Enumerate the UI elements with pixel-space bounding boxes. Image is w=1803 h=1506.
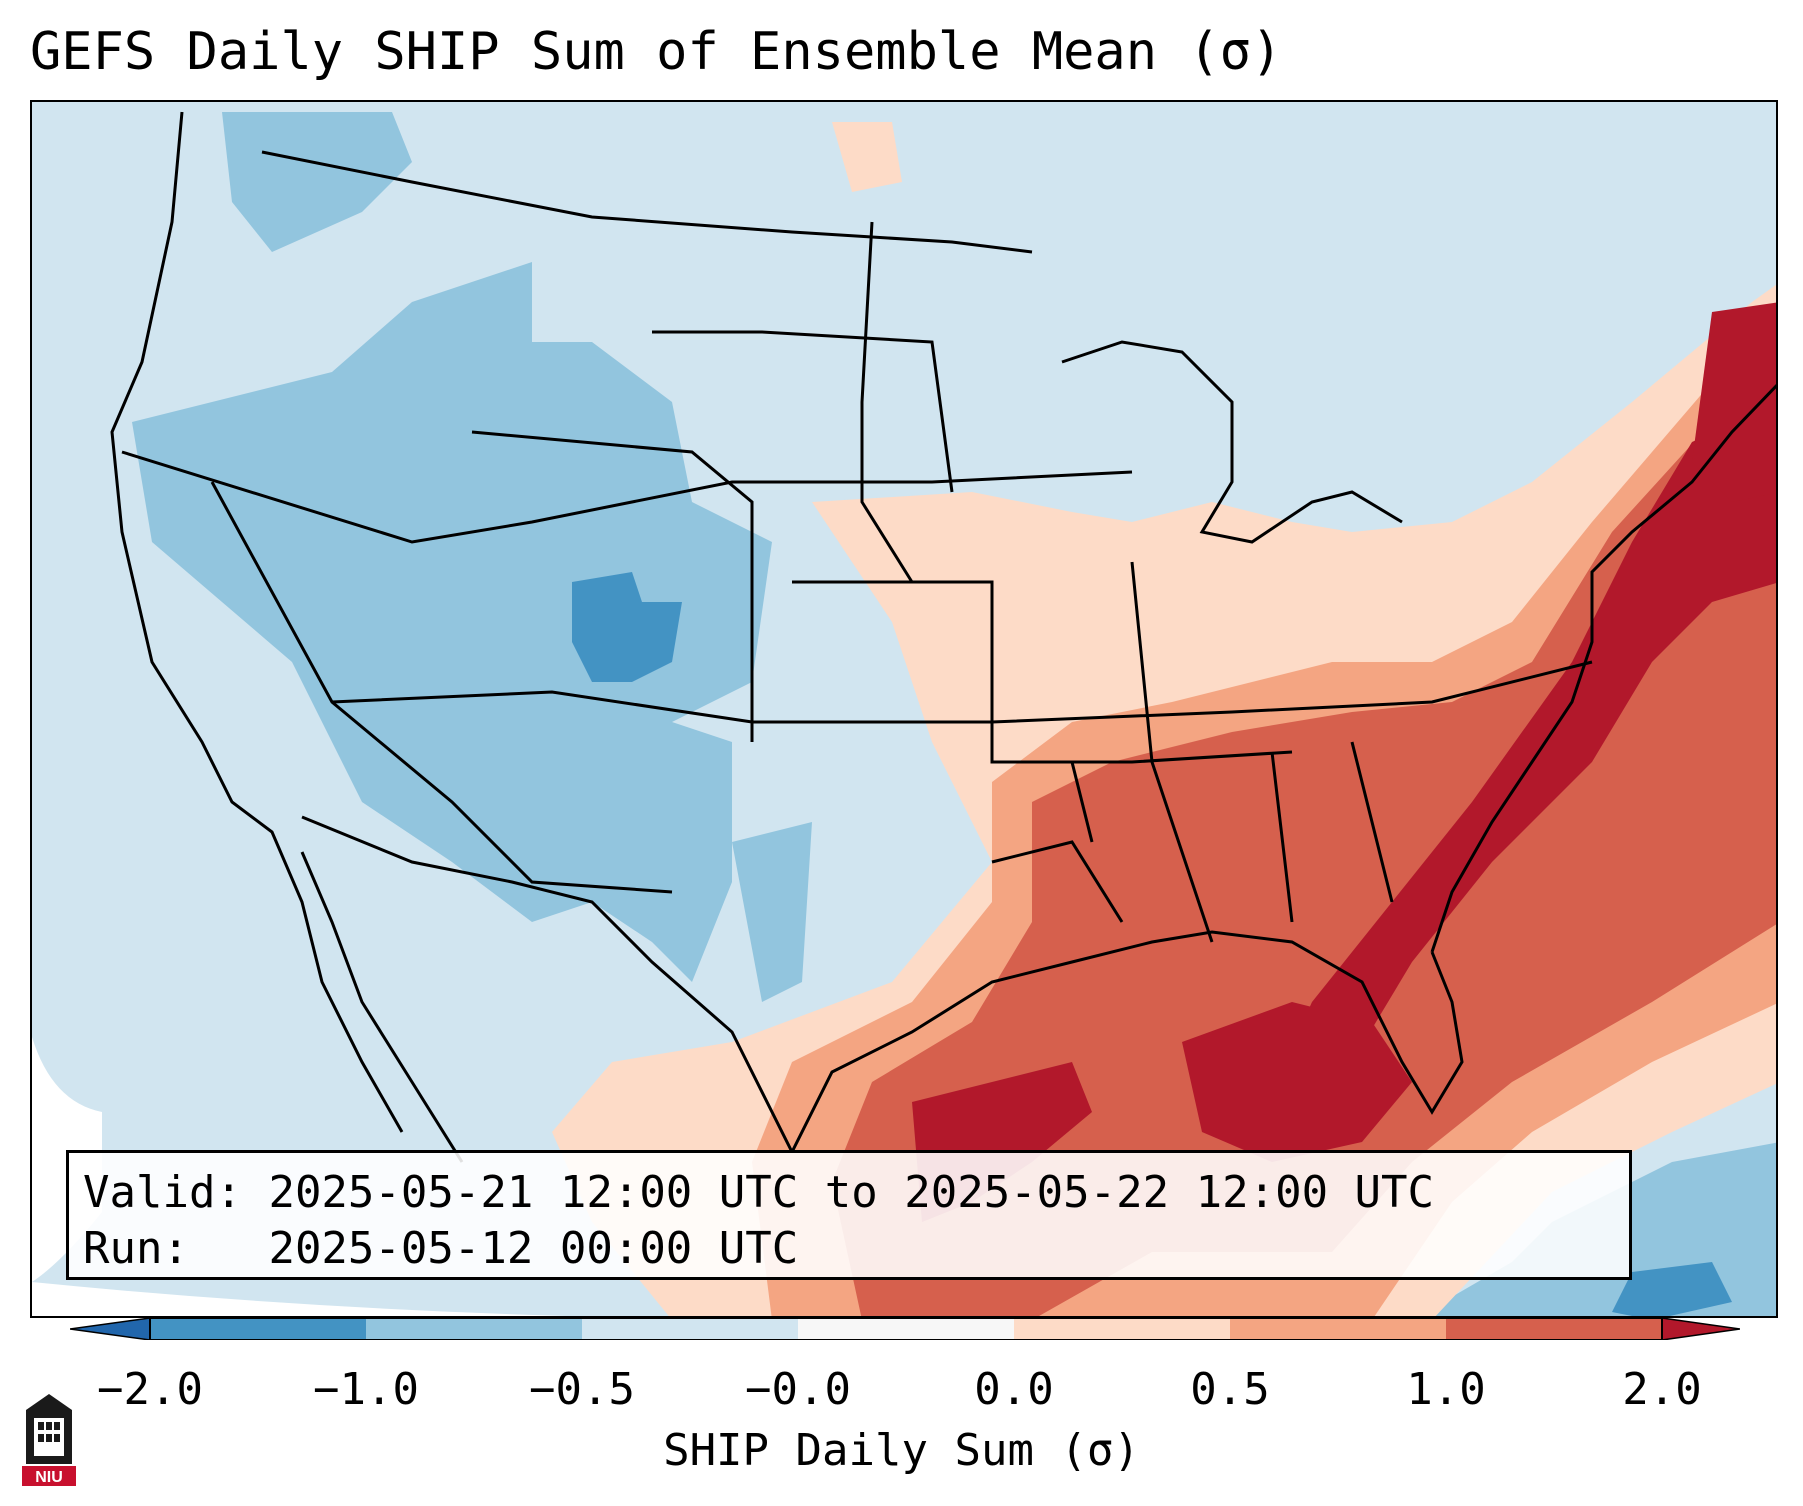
colorbar — [70, 1318, 1740, 1340]
valid-label: Valid: — [83, 1167, 242, 1218]
plot-title: GEFS Daily SHIP Sum of Ensemble Mean (σ) — [30, 22, 1283, 82]
canada-border — [261, 150, 1033, 254]
state-lines-d — [471, 430, 754, 742]
colorbar-segment-3 — [582, 1318, 798, 1340]
valid-value: 2025-05-21 12:00 UTC to 2025-05-22 12:00… — [268, 1167, 1435, 1218]
colorbar-label: SHIP Daily Sum (σ) — [663, 1425, 1140, 1476]
colorbar-tick-6: 0.5 — [1190, 1364, 1270, 1415]
colorbar-tick-5: 0.0 — [974, 1364, 1054, 1415]
shade-texas-west — [732, 822, 812, 1002]
east-coast — [1430, 384, 1776, 953]
state-lines-e — [792, 580, 1293, 764]
map-svg — [32, 111, 1776, 1316]
niu-logo-icon: NIU — [22, 1394, 76, 1486]
map-panel — [30, 100, 1778, 1318]
colorbar-under-arrow — [70, 1318, 151, 1340]
shade-northwest — [222, 112, 412, 252]
colorbar-segment-1 — [150, 1318, 366, 1340]
state-lines-f — [860, 221, 914, 583]
state-lines-g — [652, 330, 954, 493]
colorbar-tick-7: 1.0 — [1406, 1364, 1486, 1415]
colorbar-tick-2: −1.0 — [313, 1364, 419, 1415]
shade-gulf-dark-east — [1182, 1002, 1412, 1162]
shade-northeast-dark — [1692, 302, 1776, 502]
valid-time-box: Valid: 2025-05-21 12:00 UTC to 2025-05-2… — [66, 1150, 1632, 1280]
baja-coast — [300, 851, 464, 1163]
shade-west — [132, 262, 772, 982]
shade-east-coast-dark — [1262, 403, 1776, 1122]
colorbar-segment-5 — [1014, 1318, 1230, 1340]
colorbar-tick-8: 2.0 — [1622, 1364, 1702, 1415]
shade-cuba-deep — [1612, 1262, 1732, 1316]
colorbar-tick-4: −0.0 — [745, 1364, 851, 1415]
colorbar-segment-2 — [366, 1318, 582, 1340]
run-label: Run: — [83, 1223, 189, 1274]
state-lines-b — [210, 481, 673, 894]
colorbar-segment-6 — [1230, 1318, 1446, 1340]
colorbar-segment-4 — [798, 1318, 1014, 1340]
logo-text: NIU — [35, 1469, 63, 1486]
colorbar-tick-1: −2.0 — [97, 1364, 203, 1415]
colorbar-over-arrow — [1661, 1318, 1740, 1340]
state-lines-a — [121, 450, 1133, 544]
colorbar-tick-3: −0.5 — [529, 1364, 635, 1415]
west-coast — [110, 111, 404, 1133]
state-lines-h — [1130, 561, 1394, 943]
mexico-border — [301, 815, 794, 1153]
coastline-borders — [110, 111, 1776, 1163]
great-lakes — [1061, 340, 1403, 544]
run-value: 2025-05-12 00:00 UTC — [268, 1223, 799, 1274]
shade-nw-small — [832, 122, 902, 192]
colorbar-segment-7 — [1446, 1318, 1662, 1340]
gulf-coast — [790, 930, 1464, 1153]
shade-colorado-core — [572, 572, 682, 682]
state-lines-i — [991, 761, 1124, 923]
